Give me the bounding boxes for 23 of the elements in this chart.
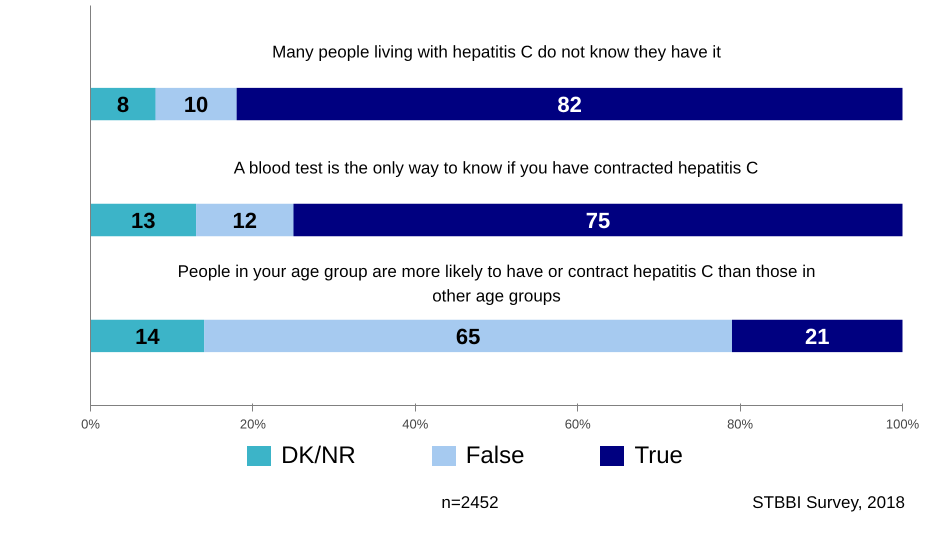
text: n=2452	[440, 492, 500, 514]
x-tick-label: 40%	[402, 416, 429, 432]
y-tick-label: Many people living with hepatitis C do not know they have it	[272, 42, 722, 62]
data-label: 21	[805, 324, 830, 349]
data-label: 82	[557, 92, 582, 118]
data-label: 13	[131, 208, 156, 233]
y-tick-label: People in your age group are more likely to have or contract hepatitis C than those in other age groups	[178, 262, 816, 306]
legend-label: False	[466, 441, 524, 471]
x-tick-label: 0%	[81, 416, 100, 432]
y-tick-label: A blood test is the only way to know if you have contracted hepatitis C	[234, 158, 758, 178]
data-label: 12	[232, 208, 258, 233]
data-label: 65	[456, 324, 480, 349]
legend-label: True	[634, 441, 683, 471]
x-tick-label: 100%	[886, 416, 920, 432]
legend-label: DK/NR	[281, 441, 356, 471]
x-tick-label: 60%	[564, 416, 592, 432]
data-label: 8	[116, 92, 130, 118]
data-label: 75	[586, 208, 610, 233]
data-label: 10	[184, 92, 208, 118]
data-label: 14	[135, 324, 160, 349]
text: STBBI Survey, 2018	[751, 492, 905, 514]
x-tick-label: 80%	[727, 416, 754, 432]
x-tick-label: 20%	[240, 416, 266, 432]
